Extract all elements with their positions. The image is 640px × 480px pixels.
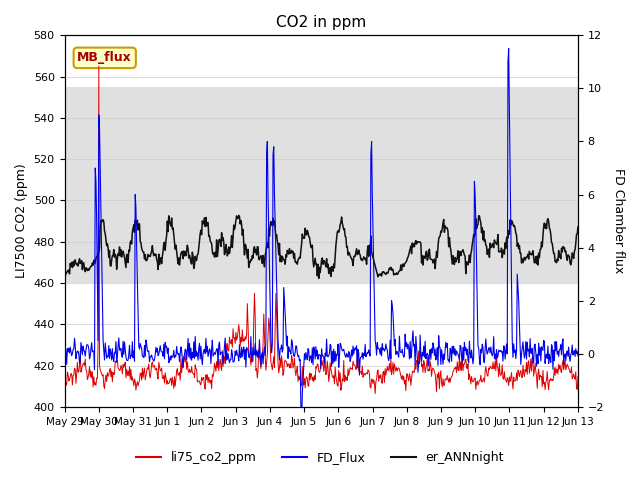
Y-axis label: FD Chamber flux: FD Chamber flux (612, 168, 625, 274)
Bar (65, 87, 578, 283)
Y-axis label: LI7500 CO2 (ppm): LI7500 CO2 (ppm) (15, 164, 28, 278)
Legend: li75_co2_ppm, FD_Flux, er_ANNnight: li75_co2_ppm, FD_Flux, er_ANNnight (131, 446, 509, 469)
Text: MB_flux: MB_flux (77, 51, 132, 64)
Title: CO2 in ppm: CO2 in ppm (276, 15, 366, 30)
